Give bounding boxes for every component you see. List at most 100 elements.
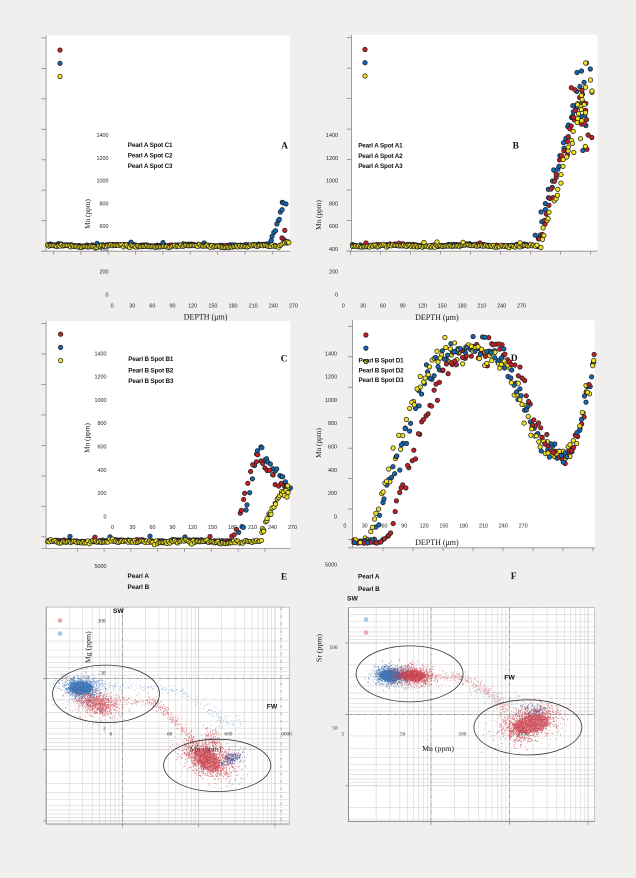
svg-text:1000: 1000 <box>326 179 338 185</box>
svg-text:Pearl A Spot C3: Pearl A Spot C3 <box>128 163 173 170</box>
svg-text:5000: 5000 <box>95 564 107 570</box>
svg-text:60: 60 <box>149 304 155 310</box>
svg-text:0: 0 <box>111 304 114 310</box>
svg-text:DEPTH (μm): DEPTH (μm) <box>415 313 459 322</box>
svg-text:60: 60 <box>382 524 388 530</box>
svg-text:E: E <box>281 573 287 583</box>
svg-text:240: 240 <box>268 525 277 531</box>
svg-text:800: 800 <box>100 201 109 207</box>
svg-text:5000: 5000 <box>325 563 337 569</box>
svg-text:Mn (ppm): Mn (ppm) <box>422 744 454 753</box>
svg-text:90: 90 <box>170 525 176 531</box>
svg-text:90: 90 <box>400 304 406 310</box>
svg-text:1400: 1400 <box>97 133 109 139</box>
svg-text:270: 270 <box>517 304 526 310</box>
svg-text:0: 0 <box>104 514 107 520</box>
svg-text:FW: FW <box>267 703 278 710</box>
svg-text:1200: 1200 <box>326 156 338 162</box>
svg-text:Mn (ppm): Mn (ppm) <box>314 428 323 458</box>
svg-text:F: F <box>511 572 517 582</box>
svg-text:500: 500 <box>458 732 466 738</box>
svg-text:270: 270 <box>289 304 298 310</box>
svg-text:Pearl B Spot D1: Pearl B Spot D1 <box>359 358 405 365</box>
svg-text:1400: 1400 <box>325 351 337 357</box>
svg-text:Mn (ppm): Mn (ppm) <box>314 200 323 230</box>
svg-text:1200: 1200 <box>97 156 109 162</box>
svg-text:DEPTH (μm): DEPTH (μm) <box>184 313 228 322</box>
svg-text:180: 180 <box>228 525 237 531</box>
svg-text:120: 120 <box>188 304 197 310</box>
svg-text:180: 180 <box>229 304 238 310</box>
svg-text:800: 800 <box>329 201 338 207</box>
svg-text:50: 50 <box>332 726 338 732</box>
svg-text:0: 0 <box>334 514 337 520</box>
svg-text:1400: 1400 <box>326 133 338 139</box>
svg-text:800: 800 <box>328 421 337 427</box>
svg-text:Pearl A: Pearl A <box>128 573 150 580</box>
svg-text:Pearl A Spot C1: Pearl A Spot C1 <box>128 142 173 149</box>
svg-text:30: 30 <box>130 525 136 531</box>
svg-text:Pearl A Spot A2: Pearl A Spot A2 <box>358 153 403 160</box>
svg-text:Pearl B Spot B2: Pearl B Spot B2 <box>128 367 174 374</box>
svg-text:1000: 1000 <box>325 398 337 404</box>
svg-text:50: 50 <box>400 732 406 738</box>
svg-text:1000: 1000 <box>97 179 109 185</box>
svg-text:200: 200 <box>98 491 107 497</box>
svg-text:210: 210 <box>248 525 257 531</box>
svg-text:60: 60 <box>167 732 173 738</box>
svg-text:240: 240 <box>497 304 506 310</box>
svg-text:30: 30 <box>129 304 135 310</box>
svg-text:180: 180 <box>459 524 468 530</box>
svg-text:DEPTH (μm): DEPTH (μm) <box>415 538 459 547</box>
svg-text:1000: 1000 <box>95 398 107 404</box>
svg-text:0: 0 <box>106 292 109 298</box>
svg-text:Pearl A Spot A1: Pearl A Spot A1 <box>358 143 403 150</box>
svg-text:180: 180 <box>458 304 467 310</box>
svg-text:150: 150 <box>208 525 217 531</box>
svg-text:120: 120 <box>188 525 197 531</box>
svg-text:60: 60 <box>380 304 386 310</box>
svg-text:Mg (ppm): Mg (ppm) <box>84 631 93 663</box>
svg-text:Pearl B Spot B1: Pearl B Spot B1 <box>128 356 174 363</box>
svg-text:400: 400 <box>100 247 109 253</box>
svg-text:200: 200 <box>329 270 338 276</box>
svg-text:120: 120 <box>418 304 427 310</box>
svg-text:Pearl B Spot D2: Pearl B Spot D2 <box>359 367 405 374</box>
svg-text:Mn (ppm): Mn (ppm) <box>83 423 92 453</box>
svg-text:D: D <box>511 354 518 364</box>
svg-text:200: 200 <box>328 491 337 497</box>
svg-text:1200: 1200 <box>325 375 337 381</box>
svg-text:3: 3 <box>103 726 106 732</box>
svg-text:1400: 1400 <box>95 351 107 357</box>
svg-text:600: 600 <box>328 445 337 451</box>
svg-text:Pearl A Spot C2: Pearl A Spot C2 <box>128 153 173 160</box>
svg-text:240: 240 <box>269 304 278 310</box>
svg-text:5000: 5000 <box>517 732 528 738</box>
svg-text:120: 120 <box>420 524 429 530</box>
svg-text:Pearl B: Pearl B <box>128 584 150 591</box>
svg-text:600: 600 <box>100 224 109 230</box>
svg-text:600: 600 <box>224 732 232 738</box>
svg-text:30: 30 <box>100 671 106 677</box>
svg-text:C: C <box>281 354 288 364</box>
svg-text:200: 200 <box>100 270 109 276</box>
svg-text:30: 30 <box>362 524 368 530</box>
svg-text:150: 150 <box>208 304 217 310</box>
svg-text:500: 500 <box>330 645 338 651</box>
svg-text:210: 210 <box>479 524 488 530</box>
svg-text:400: 400 <box>98 468 107 474</box>
svg-text:6000: 6000 <box>281 732 292 738</box>
svg-text:600: 600 <box>329 224 338 230</box>
svg-text:6: 6 <box>109 732 112 738</box>
svg-text:Mn (ppm): Mn (ppm) <box>83 199 92 229</box>
svg-text:A: A <box>281 141 288 151</box>
svg-text:5: 5 <box>341 732 344 738</box>
svg-text:0: 0 <box>335 292 338 298</box>
svg-text:30: 30 <box>360 304 366 310</box>
svg-text:60: 60 <box>150 525 156 531</box>
svg-text:FW: FW <box>504 674 515 681</box>
svg-text:0: 0 <box>342 304 345 310</box>
svg-text:SW: SW <box>347 595 359 602</box>
svg-text:210: 210 <box>477 304 486 310</box>
svg-text:400: 400 <box>329 247 338 253</box>
